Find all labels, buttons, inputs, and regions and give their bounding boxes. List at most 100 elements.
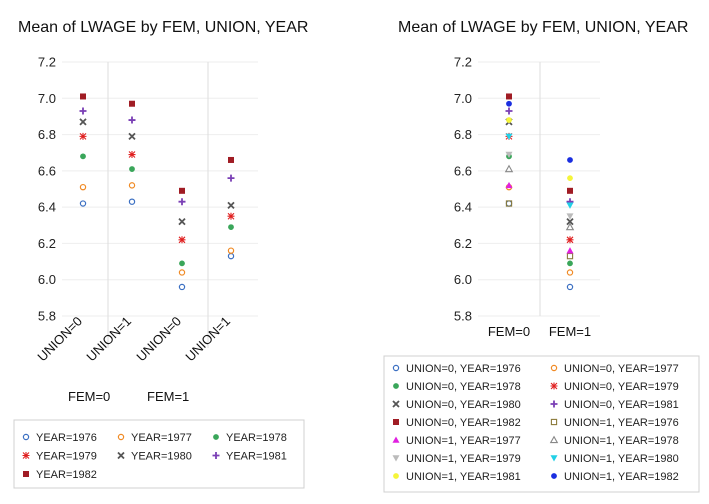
legend-label: UNION=0, YEAR=1981: [564, 399, 679, 411]
legend-label: UNION=0, YEAR=1976: [406, 363, 521, 375]
data-points: [504, 93, 575, 291]
legend-marker: [23, 471, 29, 477]
legend-label: YEAR=1976: [36, 432, 97, 444]
legend: UNION=0, YEAR=1976 UNION=0, YEAR=1977 UNIO…: [392, 363, 679, 483]
legend-item: UNION=0, YEAR=1978: [393, 381, 521, 393]
data-point: [128, 182, 136, 189]
data-point: [228, 224, 234, 230]
chart-right: Mean of LWAGE by FEM, UNION, YEAR 7.2 7.0…: [383, 19, 700, 493]
legend-label: UNION=0, YEAR=1979: [564, 381, 679, 393]
chart-left: Mean of LWAGE by FEM, UNION, YEAR 7.2 7.0…: [13, 19, 308, 489]
data-point: [567, 260, 573, 267]
data-point: [566, 252, 574, 260]
legend-label: UNION=1, YEAR=1981: [406, 471, 521, 483]
data-point: [128, 151, 136, 159]
gridlines: [478, 61, 600, 317]
data-point: [567, 175, 573, 182]
legend-label: UNION=1, YEAR=1980: [564, 453, 679, 465]
data-point: [178, 283, 186, 291]
x-axis-categories: FEM=0 FEM=1: [488, 324, 591, 339]
data-point: [566, 236, 574, 244]
y-tick-label: 6.8: [38, 127, 56, 142]
data-point: [567, 187, 573, 194]
data-point: [227, 252, 235, 260]
data-point: [566, 247, 574, 254]
data-point: [128, 198, 136, 205]
data-point: [566, 283, 574, 291]
legend-marker: [550, 418, 558, 426]
data-point: [178, 218, 186, 226]
legend-item: UNION=1, YEAR=1980: [550, 453, 679, 465]
legend-item: UNION=0, YEAR=1977: [550, 363, 679, 375]
data-point: [506, 93, 512, 100]
legend-marker: [22, 433, 30, 441]
legend-item: UNION=1, YEAR=1976: [550, 417, 679, 429]
data-point: [79, 132, 87, 140]
y-tick-label: 7.0: [38, 91, 56, 106]
legend-label: UNION=0, YEAR=1978: [406, 381, 521, 393]
chart-title: Mean of LWAGE by FEM, UNION, YEAR: [18, 19, 308, 36]
data-point: [227, 174, 235, 182]
data-point: [178, 198, 186, 206]
group-label-fem0: FEM=0: [68, 389, 110, 404]
data-point: [567, 157, 573, 163]
legend-item: UNION=0, YEAR=1981: [550, 399, 679, 411]
data-point: [505, 151, 513, 159]
legend-marker: [117, 451, 125, 460]
y-tick-label: 5.8: [454, 309, 472, 324]
legend-label: UNION=1, YEAR=1977: [406, 435, 521, 447]
legend-marker: [393, 473, 399, 479]
legend-label: UNION=1, YEAR=1976: [564, 417, 679, 429]
data-point: [566, 218, 574, 226]
y-tick-label: 5.8: [38, 309, 56, 324]
y-axis-ticks: 7.2 7.0 6.8 6.6 6.4 6.2 6.0 5.8: [454, 55, 472, 324]
legend-item: UNION=0, YEAR=1982: [393, 417, 521, 429]
y-tick-label: 6.6: [38, 163, 56, 178]
data-point: [506, 100, 512, 107]
legend-marker: [213, 434, 219, 440]
y-tick-label: 6.2: [38, 236, 56, 251]
data-point: [566, 213, 574, 220]
x-category-label: FEM=1: [549, 324, 591, 339]
legend-marker: [551, 473, 557, 479]
legend-label: UNION=1, YEAR=1979: [406, 453, 521, 465]
legend-item: UNION=0, YEAR=1980: [392, 399, 521, 411]
legend-marker: [550, 364, 558, 372]
data-point: [227, 212, 235, 220]
y-tick-label: 6.2: [454, 236, 472, 251]
legend-item: UNION=0, YEAR=1976: [392, 363, 521, 375]
legend-marker: [550, 382, 558, 390]
data-point: [565, 222, 575, 231]
data-point: [79, 107, 87, 115]
legend-item: YEAR=1980: [117, 451, 192, 463]
legend-item: UNION=1, YEAR=1979: [392, 453, 521, 465]
group-label-fem1: FEM=1: [147, 389, 189, 404]
legend-item: UNION=1, YEAR=1982: [551, 471, 679, 483]
legend-item: UNION=1, YEAR=1977: [392, 435, 521, 447]
data-point: [80, 93, 86, 100]
legend-marker: [392, 364, 400, 372]
data-point: [129, 100, 135, 107]
legend-marker: [392, 436, 400, 443]
y-tick-label: 6.0: [38, 272, 56, 287]
legend-label: YEAR=1980: [131, 451, 192, 463]
data-point: [566, 269, 574, 276]
legend-item: YEAR=1979: [22, 451, 97, 463]
legend-item: UNION=1, YEAR=1981: [393, 471, 521, 483]
data-points: [79, 93, 235, 291]
data-point: [128, 132, 136, 141]
legend-item: YEAR=1981: [212, 451, 287, 463]
legend-box: [383, 355, 700, 493]
legend-item: YEAR=1976: [22, 432, 97, 444]
data-point: [505, 181, 513, 189]
data-point: [129, 166, 135, 172]
y-tick-label: 7.2: [454, 55, 472, 70]
x-category-label: UNION=1: [83, 314, 134, 365]
legend-marker: [392, 400, 400, 408]
legend-label: UNION=1, YEAR=1982: [564, 471, 679, 483]
legend-label: YEAR=1982: [36, 469, 97, 481]
legend-label: YEAR=1981: [226, 451, 287, 463]
legend-item: UNION=0, YEAR=1979: [550, 381, 679, 393]
legend-item: YEAR=1977: [117, 432, 192, 444]
